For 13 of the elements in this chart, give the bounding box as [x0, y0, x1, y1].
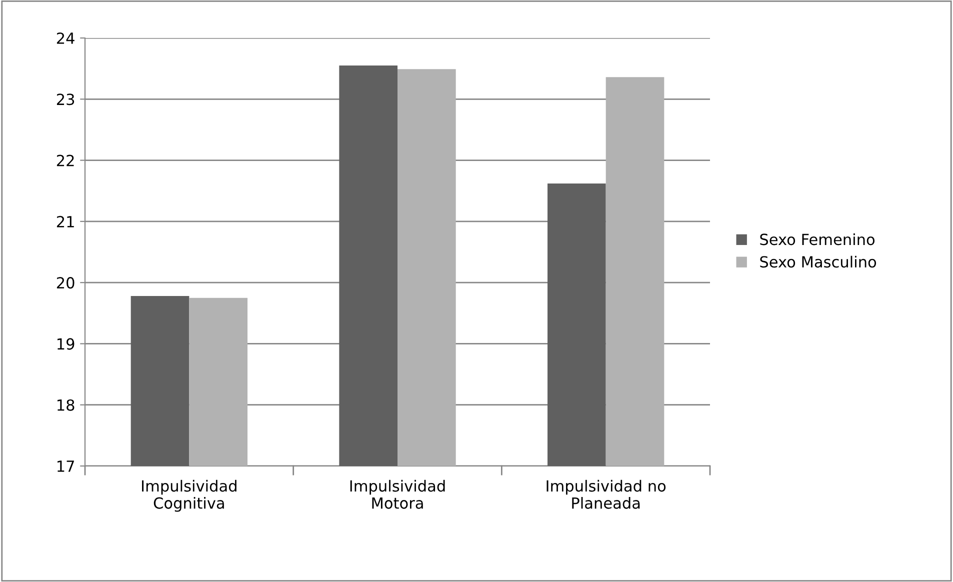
y-tick-label: 20 — [56, 277, 74, 289]
x-tick-label: Impulsividad Cognitiva — [142, 480, 236, 512]
legend-label: Sexo Femenino — [760, 233, 875, 246]
x-tick-label: Impulsividad no Planeada — [546, 480, 666, 509]
y-tick-label: 17 — [58, 460, 74, 472]
y-tick-label: 23 — [56, 94, 74, 106]
y-tick-label: 24 — [56, 32, 74, 44]
legend-label: Sexo Masculino — [760, 256, 876, 268]
y-tick-label: 22 — [56, 154, 74, 166]
y-tick-label: 19 — [58, 338, 74, 350]
y-tick-label: 18 — [58, 399, 74, 411]
y-tick-label: 21 — [56, 216, 74, 228]
x-tick-label: Impulsividad Motora — [350, 480, 445, 509]
